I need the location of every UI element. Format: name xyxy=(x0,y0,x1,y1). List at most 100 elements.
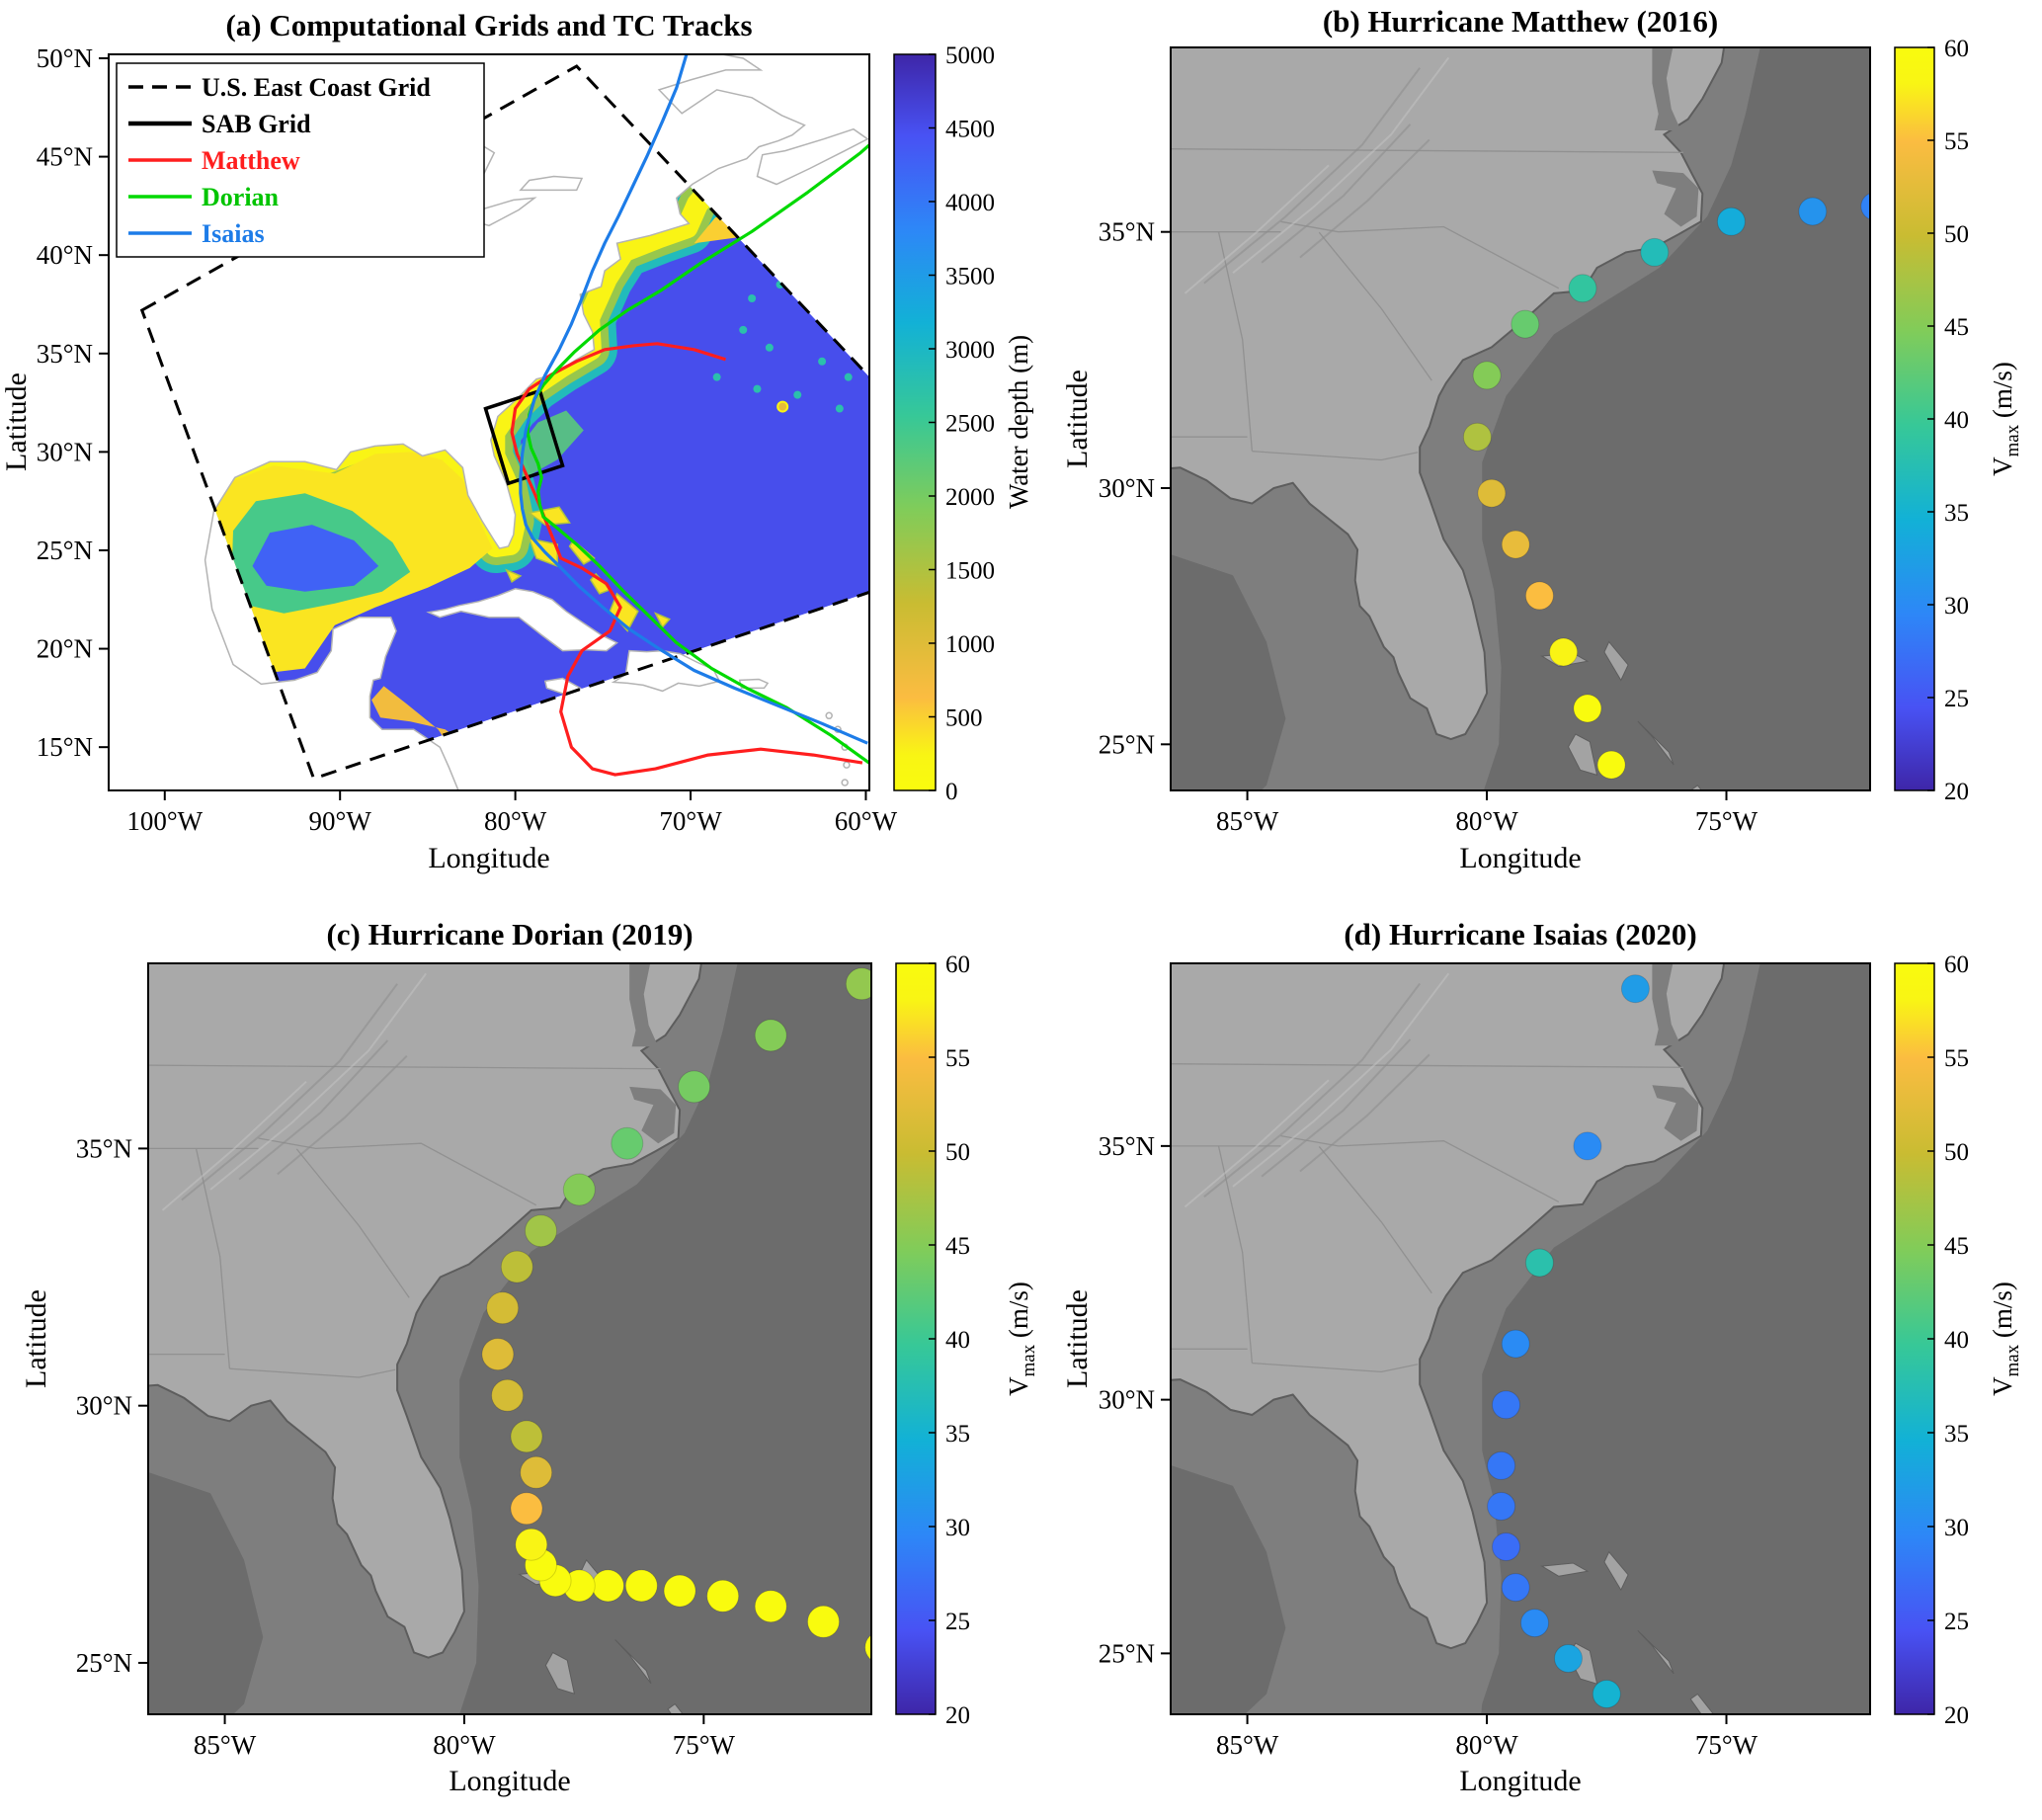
x-tick-label: 80°W xyxy=(1455,806,1518,836)
vmax-dot xyxy=(1524,581,1554,611)
vmax-dot xyxy=(754,1019,787,1052)
vmax-dot xyxy=(663,1574,696,1608)
colorbar-tick-label: 20 xyxy=(1944,779,1969,805)
vmax-dot xyxy=(807,1605,840,1638)
colorbar-tick-label: 35 xyxy=(1944,500,1969,527)
bermuda-bank xyxy=(776,400,789,413)
seamount xyxy=(739,325,748,334)
island xyxy=(1603,640,1629,682)
vmax-dot xyxy=(1592,1680,1621,1708)
legend: U.S. East Coast Grid SAB Grid Matthew Doria… xyxy=(116,62,485,258)
vmax-dot xyxy=(1554,1644,1583,1673)
vmax-dot xyxy=(591,1569,624,1603)
colorbar-tick-label: 25 xyxy=(945,1609,970,1635)
colorbar-tick-label: 55 xyxy=(945,1045,970,1072)
seamount xyxy=(748,294,757,303)
colorbar-tick-label: 40 xyxy=(1944,407,1969,434)
x-tick-label: 90°W xyxy=(309,806,372,836)
island xyxy=(1637,720,1674,766)
vmax-dot xyxy=(525,1214,557,1248)
deep-gulf xyxy=(148,1471,264,1714)
panel-d-xlabel: Longitude xyxy=(1459,1765,1581,1797)
state-boundary xyxy=(1318,231,1432,381)
x-tick-label: 85°W xyxy=(1216,806,1279,836)
y-tick-label: 35°N xyxy=(1099,217,1155,247)
panel-b-map xyxy=(1171,47,1870,790)
island xyxy=(544,1651,576,1695)
panel-b-colorbar-label: Vmax (m/s) xyxy=(1988,362,2023,476)
vmax-dot xyxy=(1596,750,1626,780)
axis-labels: (a) Computational Grids and TC Tracks Lo… xyxy=(0,4,2023,1797)
colorbar-tick-label: 5000 xyxy=(945,42,995,69)
panel-c-xlabel: Longitude xyxy=(449,1765,570,1797)
y-tick-label: 35°N xyxy=(1099,1131,1155,1161)
x-tick-label: 80°W xyxy=(433,1730,496,1760)
panel-a-ylabel: Latitude xyxy=(0,372,33,471)
vmax-dot xyxy=(1573,694,1602,723)
panel-b-title: (b) Hurricane Matthew (2016) xyxy=(1323,4,1718,39)
vmax-dot xyxy=(1492,1390,1520,1420)
island xyxy=(1637,1629,1674,1675)
terrain-ridge xyxy=(181,983,398,1201)
vmax-dot xyxy=(624,1569,658,1603)
state-boundary xyxy=(1280,220,1560,290)
terrain-ridge xyxy=(1261,124,1412,264)
panel-d-ylabel: Latitude xyxy=(1061,1289,1094,1388)
colorbar-tick-label: 40 xyxy=(945,1327,970,1354)
colorbar-tick-label: 25 xyxy=(1944,686,1969,712)
track-matthew xyxy=(510,342,863,777)
island xyxy=(1689,785,1703,790)
panel-c-axes: 85°W 80°W 75°W 25°N 30°N 35°N xyxy=(76,962,872,1760)
y-tick-label: 20°N xyxy=(37,634,93,664)
island xyxy=(614,1639,652,1685)
vmax-dot xyxy=(1501,1329,1530,1359)
colorbar-tick-label: 1500 xyxy=(945,558,995,585)
colorbar-tick-label: 50 xyxy=(945,1139,970,1166)
plot-border xyxy=(108,53,870,791)
colorbar-tick-label: 60 xyxy=(1944,36,1969,62)
vmax-dot xyxy=(1501,530,1530,559)
terrain-ridge xyxy=(1184,1079,1330,1208)
land-outline xyxy=(426,588,618,652)
colorbar-tick-label: 50 xyxy=(1944,221,1969,248)
vmax-dot xyxy=(1716,207,1746,236)
vmax-dot xyxy=(1492,1532,1520,1561)
colorbar-tick-label: 35 xyxy=(945,1421,970,1448)
colorbar-tick-label: 55 xyxy=(1944,1045,1969,1072)
state-boundary xyxy=(1309,1064,1683,1068)
great-lake xyxy=(519,175,584,192)
terrain-ridge xyxy=(161,1080,307,1211)
plot-border xyxy=(147,962,872,1715)
colorbar-tick-label: 45 xyxy=(1944,1233,1969,1260)
bahama-bank xyxy=(505,568,523,584)
x-tick-label: 75°W xyxy=(673,1730,736,1760)
vmax-dot xyxy=(845,967,871,1001)
panel-c-title: (c) Hurricane Dorian (2019) xyxy=(326,917,693,951)
vmax-dot xyxy=(1511,309,1540,339)
land-outline xyxy=(611,649,721,693)
colorbar-tick-label: 3500 xyxy=(945,264,995,290)
terrain-ridge xyxy=(1299,1053,1430,1173)
vmax-dot xyxy=(611,1126,644,1160)
bahama-bank xyxy=(568,538,596,565)
colorbar-tick-label: 55 xyxy=(1944,128,1969,155)
vmax-dot xyxy=(1487,1492,1516,1521)
vmax-dot xyxy=(1549,637,1579,667)
y-tick-label: 30°N xyxy=(1099,1385,1155,1415)
state-boundary xyxy=(1171,148,1310,151)
y-tick-label: 25°N xyxy=(1099,1638,1155,1668)
vmax-dot xyxy=(481,1338,515,1371)
y-tick-label: 50°N xyxy=(37,43,93,73)
vmax-dot xyxy=(1860,193,1870,220)
chesapeake-bay xyxy=(1652,47,1681,130)
land xyxy=(148,963,702,1659)
pamlico-sound xyxy=(629,1086,677,1144)
colorbar-d: 20 25 30 35 40 45 50 55 60 xyxy=(1894,951,1969,1729)
legend-label: Dorian xyxy=(202,183,280,211)
colorbar-b: 20 25 30 35 40 45 50 55 60 xyxy=(1894,36,1969,805)
bahama-bank xyxy=(653,612,671,629)
seamount xyxy=(712,372,721,381)
terrain-ridge xyxy=(1232,972,1450,1188)
y-tick-label: 30°N xyxy=(37,437,93,466)
